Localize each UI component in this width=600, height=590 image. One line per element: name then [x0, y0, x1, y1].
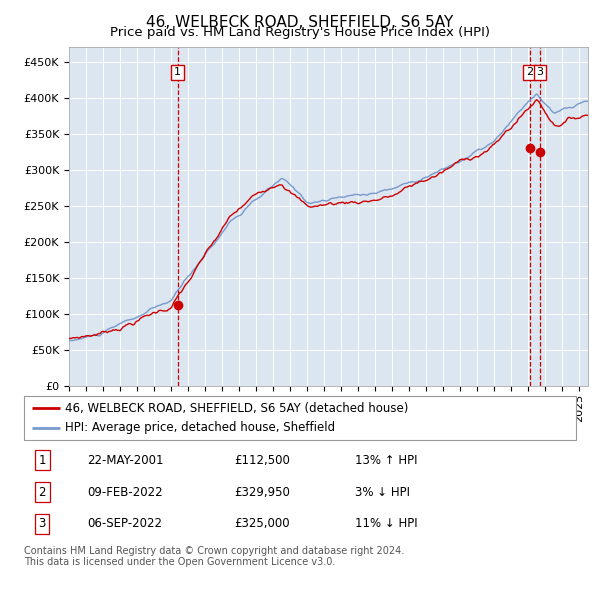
Text: 3: 3: [536, 67, 544, 77]
Text: 46, WELBECK ROAD, SHEFFIELD, S6 5AY: 46, WELBECK ROAD, SHEFFIELD, S6 5AY: [146, 15, 454, 30]
Text: £329,950: £329,950: [234, 486, 290, 499]
Text: 2: 2: [38, 486, 46, 499]
Text: 13% ↑ HPI: 13% ↑ HPI: [355, 454, 418, 467]
Text: 3% ↓ HPI: 3% ↓ HPI: [355, 486, 410, 499]
Text: 1: 1: [38, 454, 46, 467]
Text: 22-MAY-2001: 22-MAY-2001: [88, 454, 164, 467]
Text: HPI: Average price, detached house, Sheffield: HPI: Average price, detached house, Shef…: [65, 421, 335, 434]
FancyBboxPatch shape: [24, 396, 576, 440]
Text: 46, WELBECK ROAD, SHEFFIELD, S6 5AY (detached house): 46, WELBECK ROAD, SHEFFIELD, S6 5AY (det…: [65, 402, 409, 415]
Text: 3: 3: [38, 517, 46, 530]
Text: £325,000: £325,000: [234, 517, 289, 530]
Text: £112,500: £112,500: [234, 454, 290, 467]
Text: 09-FEB-2022: 09-FEB-2022: [88, 486, 163, 499]
Text: 1: 1: [174, 67, 181, 77]
Text: 2: 2: [526, 67, 533, 77]
Text: Price paid vs. HM Land Registry's House Price Index (HPI): Price paid vs. HM Land Registry's House …: [110, 26, 490, 39]
Text: 11% ↓ HPI: 11% ↓ HPI: [355, 517, 418, 530]
Text: Contains HM Land Registry data © Crown copyright and database right 2024.
This d: Contains HM Land Registry data © Crown c…: [24, 546, 404, 568]
Text: 06-SEP-2022: 06-SEP-2022: [88, 517, 163, 530]
